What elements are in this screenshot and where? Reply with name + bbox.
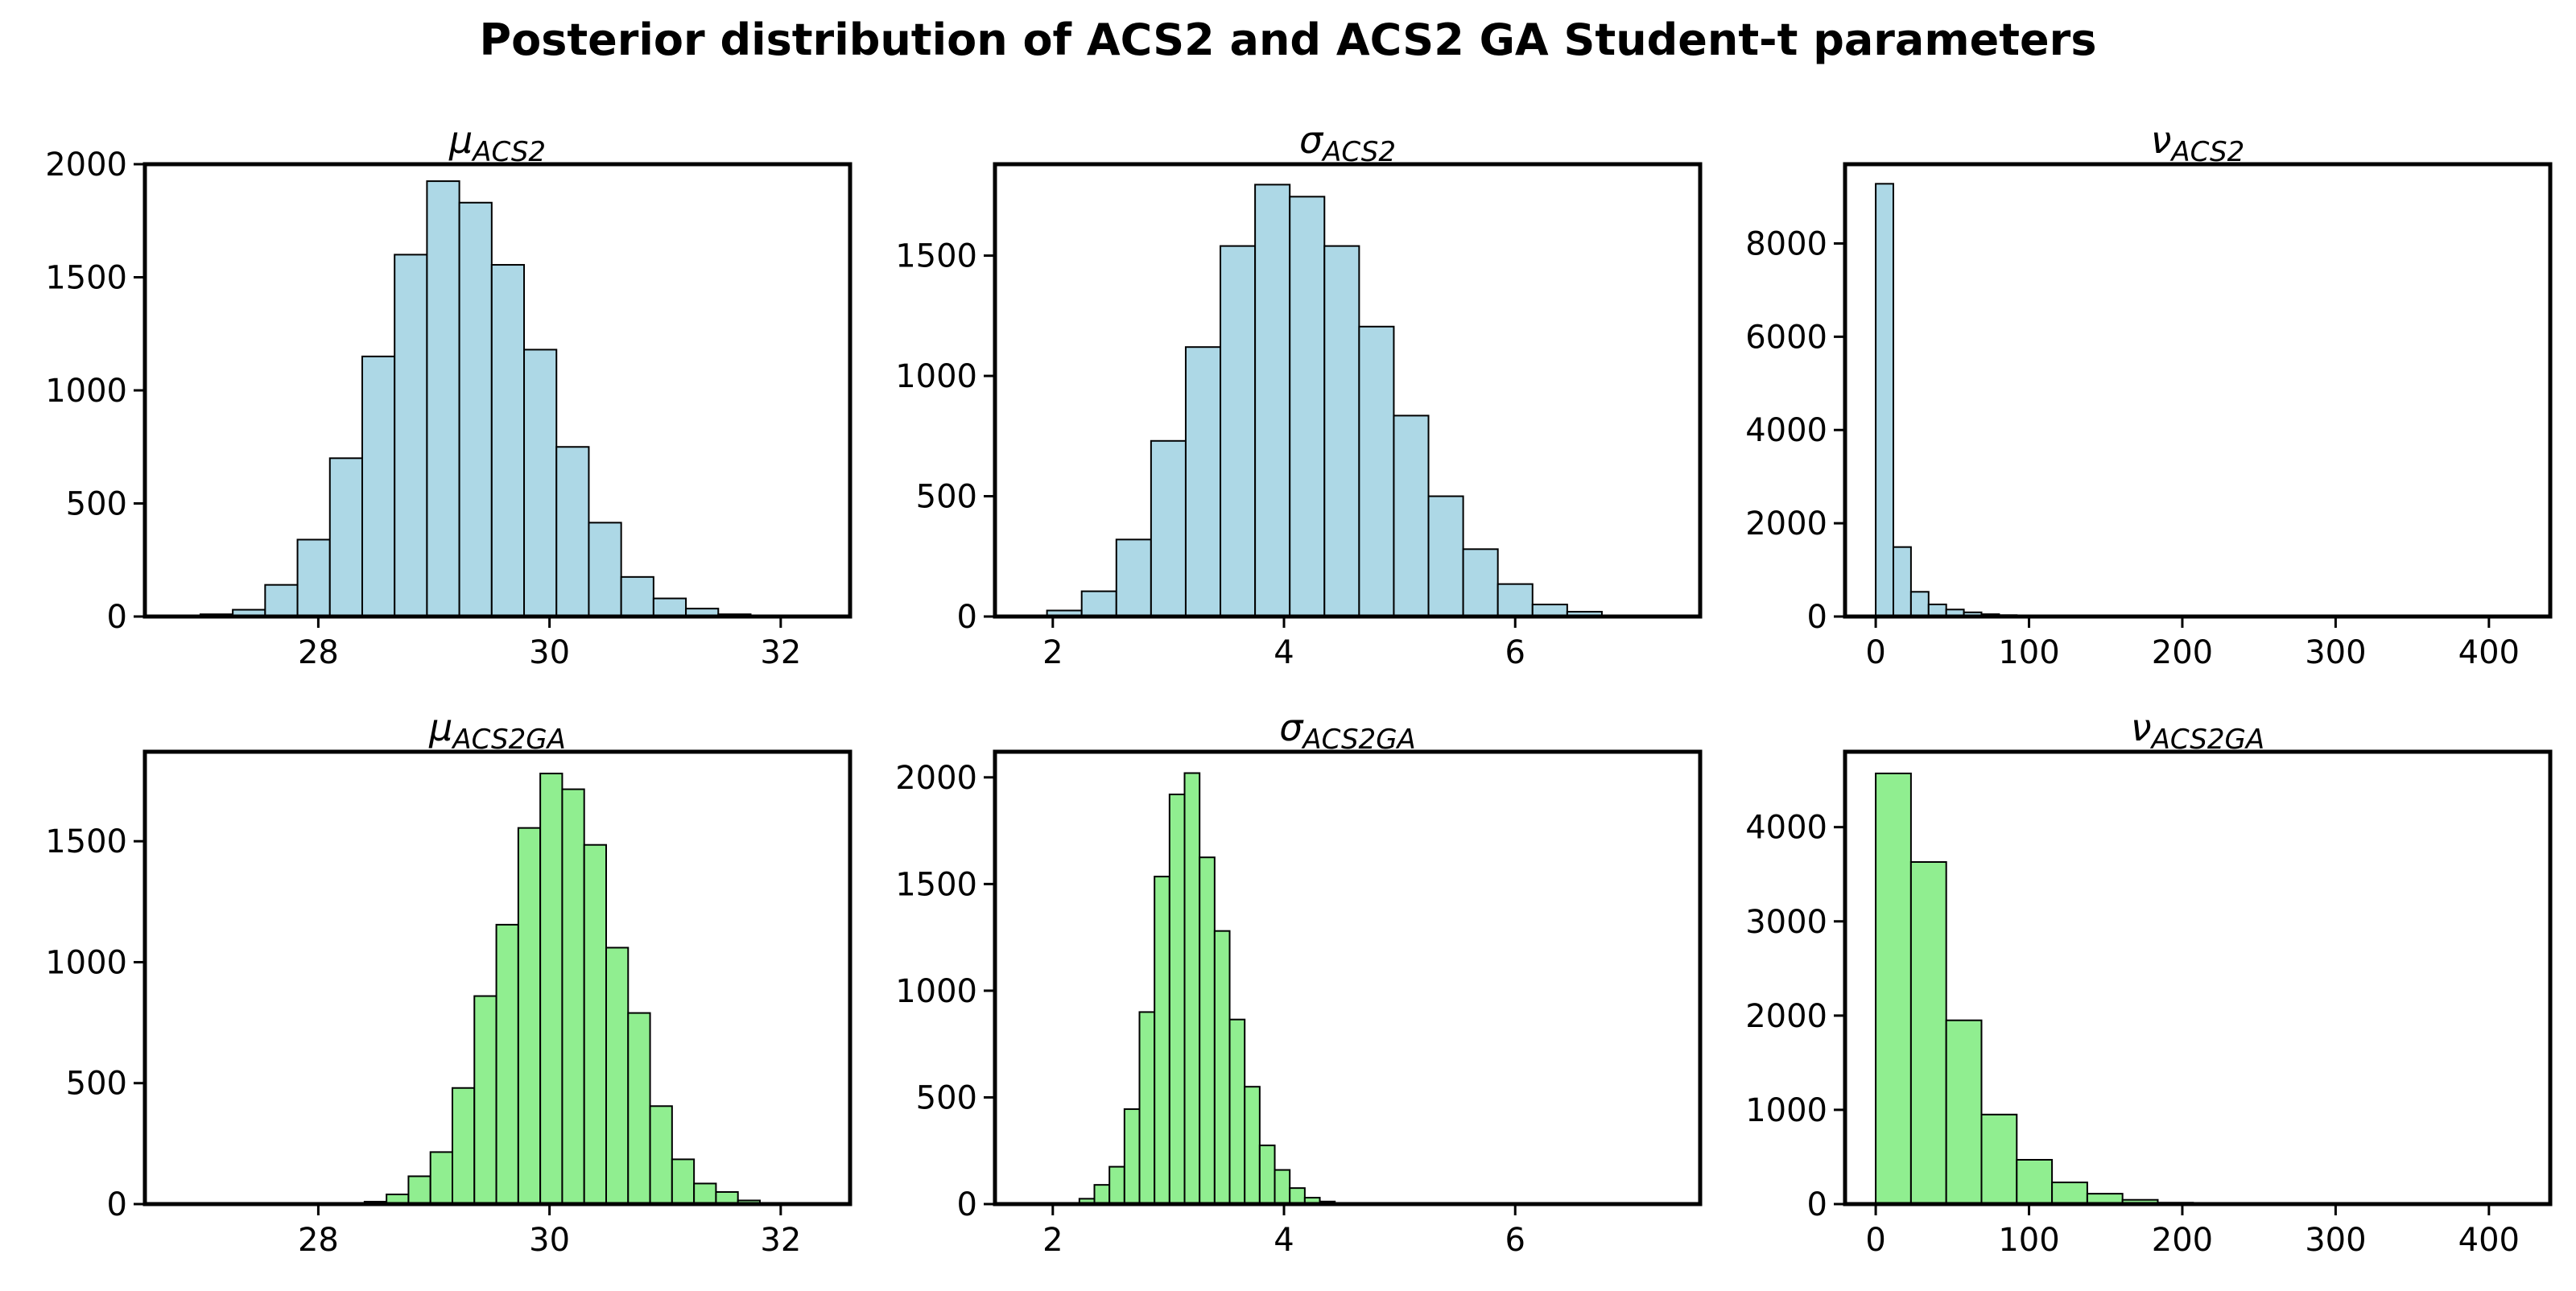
panel-title-subscript: ACS2GA — [2150, 724, 2264, 756]
histogram-bar — [1911, 862, 1946, 1204]
x-tick-label: 400 — [2458, 1222, 2520, 1259]
x-tick-label: 200 — [2152, 1222, 2213, 1259]
y-tick-label: 3000 — [1745, 904, 1827, 941]
histogram-bar — [1981, 1115, 2017, 1204]
histogram-bar — [1946, 1021, 1982, 1204]
bars-nu-acs2ga — [1876, 773, 2510, 1204]
x-tick-label: 100 — [1998, 1222, 2059, 1259]
x-tick-label: 0 — [1865, 1222, 1885, 1259]
y-tick-label: 2000 — [1745, 998, 1827, 1035]
histogram-bar — [1876, 773, 1911, 1204]
y-tick-label: 4000 — [1745, 810, 1827, 847]
y-tick-label: 0 — [1807, 1186, 1827, 1223]
histogram-bar — [2052, 1182, 2087, 1204]
y-tick-label: 1000 — [1745, 1092, 1827, 1129]
x-tick-label: 300 — [2305, 1222, 2366, 1259]
panel-title-nu-acs2ga: νACS2GA — [2131, 706, 2264, 756]
histogram-bar — [2017, 1160, 2052, 1204]
panel-title-symbol: ν — [2131, 706, 2152, 749]
